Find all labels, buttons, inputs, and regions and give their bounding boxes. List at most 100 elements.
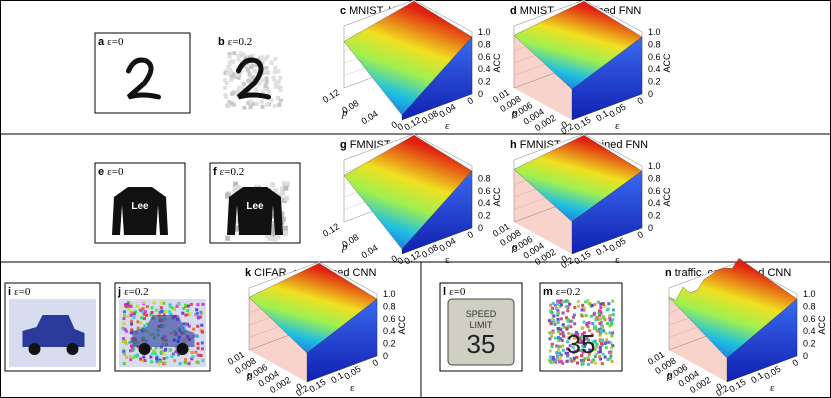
noise-pixel	[565, 359, 569, 363]
noise-pixel	[225, 71, 230, 76]
noise-pixel	[195, 311, 199, 315]
noise-pixel	[570, 333, 574, 337]
noise-pixel	[233, 181, 239, 187]
noise-pixel	[576, 304, 580, 308]
noise-pixel	[559, 328, 563, 332]
z-tick-label: 0.2	[478, 77, 491, 87]
noise-pixel	[608, 314, 612, 318]
z-tick-label: 0.6	[648, 186, 661, 196]
noise-pixel	[124, 303, 128, 307]
noise-pixel	[171, 352, 175, 356]
noise-pixel	[248, 79, 253, 84]
z-tick-label: 0.4	[648, 198, 661, 208]
noise-pixel	[595, 329, 599, 333]
noise-pixel	[582, 320, 586, 324]
z-axis-label: ACC	[662, 187, 672, 207]
noise-pixel	[584, 313, 588, 317]
noise-pixel	[129, 301, 133, 305]
noise-pixel	[581, 326, 585, 330]
car-wheel	[28, 343, 41, 355]
e-axis-label: ε	[445, 254, 450, 266]
noise-pixel	[573, 322, 577, 326]
noise-pixel	[254, 63, 259, 68]
noise-pixel	[584, 300, 588, 304]
noise-pixel	[598, 327, 602, 331]
noise-pixel	[260, 104, 265, 109]
noise-pixel	[139, 357, 143, 361]
noise-pixel	[129, 310, 133, 314]
noise-pixel	[589, 314, 593, 318]
noise-pixel	[609, 341, 613, 345]
noise-pixel	[238, 51, 243, 56]
noise-pixel	[122, 310, 126, 314]
noise-pixel	[243, 55, 248, 60]
noise-pixel	[551, 329, 555, 333]
noise-pixel	[611, 299, 615, 303]
noise-pixel	[566, 309, 570, 313]
noise-pixel	[586, 357, 590, 361]
z-tick-label: 0	[478, 89, 483, 99]
panel-label: ε=0	[107, 36, 124, 48]
p-tick-label: 0.04	[360, 109, 380, 127]
noise-pixel	[556, 320, 560, 324]
noise-pixel	[152, 301, 156, 305]
noise-pixel	[227, 54, 232, 59]
noise-pixel	[284, 195, 290, 201]
noise-pixel	[281, 181, 287, 187]
noise-pixel	[229, 101, 234, 106]
noise-pixel	[248, 75, 253, 80]
noise-pixel	[596, 317, 600, 321]
z-tick-label: 0	[803, 351, 808, 361]
noise-pixel	[191, 355, 195, 359]
noise-pixel	[130, 331, 134, 335]
noise-pixel	[277, 102, 282, 107]
noise-pixel	[238, 70, 243, 75]
noise-pixel	[588, 348, 592, 352]
z-tick-label: 0	[648, 223, 653, 233]
noise-pixel	[133, 354, 137, 358]
noise-pixel	[269, 98, 274, 103]
noise-pixel	[554, 306, 558, 310]
panel-letter: n	[665, 267, 672, 279]
noise-pixel	[233, 226, 239, 232]
noise-pixel	[196, 353, 200, 357]
noise-pixel	[578, 348, 582, 352]
p-axis-label: p	[511, 241, 518, 253]
surface-side	[249, 297, 307, 382]
noise-pixel	[594, 318, 598, 322]
noise-pixel	[555, 351, 559, 355]
surface-front	[571, 170, 643, 255]
noise-pixel	[567, 324, 571, 328]
noise-pixel	[149, 313, 153, 317]
p-axis-label: p	[341, 107, 348, 119]
sign-text: LIMIT	[469, 320, 493, 330]
z-tick-label: 0.6	[803, 314, 816, 324]
noise-pixel	[595, 345, 599, 349]
noise-pixel	[135, 354, 139, 358]
noise-pixel	[577, 336, 581, 340]
surface-front	[726, 298, 798, 383]
noise-pixel	[186, 309, 190, 313]
e-axis-label: ε	[615, 120, 620, 132]
noise-pixel	[598, 338, 602, 342]
noise-pixel	[561, 311, 565, 315]
z-axis-label: ACC	[492, 187, 502, 207]
noise-pixel	[162, 301, 166, 305]
noise-pixel	[129, 355, 133, 359]
noise-pixel	[142, 301, 146, 305]
surface-front	[306, 298, 378, 383]
noise-pixel	[566, 353, 570, 357]
surface-front	[401, 36, 473, 121]
noise-pixel	[597, 311, 601, 315]
noise-pixel	[586, 299, 590, 303]
noise-pixel	[272, 188, 278, 194]
noise-pixel	[127, 307, 131, 311]
noise-pixel	[550, 345, 554, 349]
noise-pixel	[581, 350, 585, 354]
noise-pixel	[610, 334, 614, 338]
noise-pixel	[177, 353, 181, 357]
noise-pixel	[598, 322, 602, 326]
noise-pixel	[271, 75, 276, 80]
noise-pixel	[149, 355, 153, 359]
